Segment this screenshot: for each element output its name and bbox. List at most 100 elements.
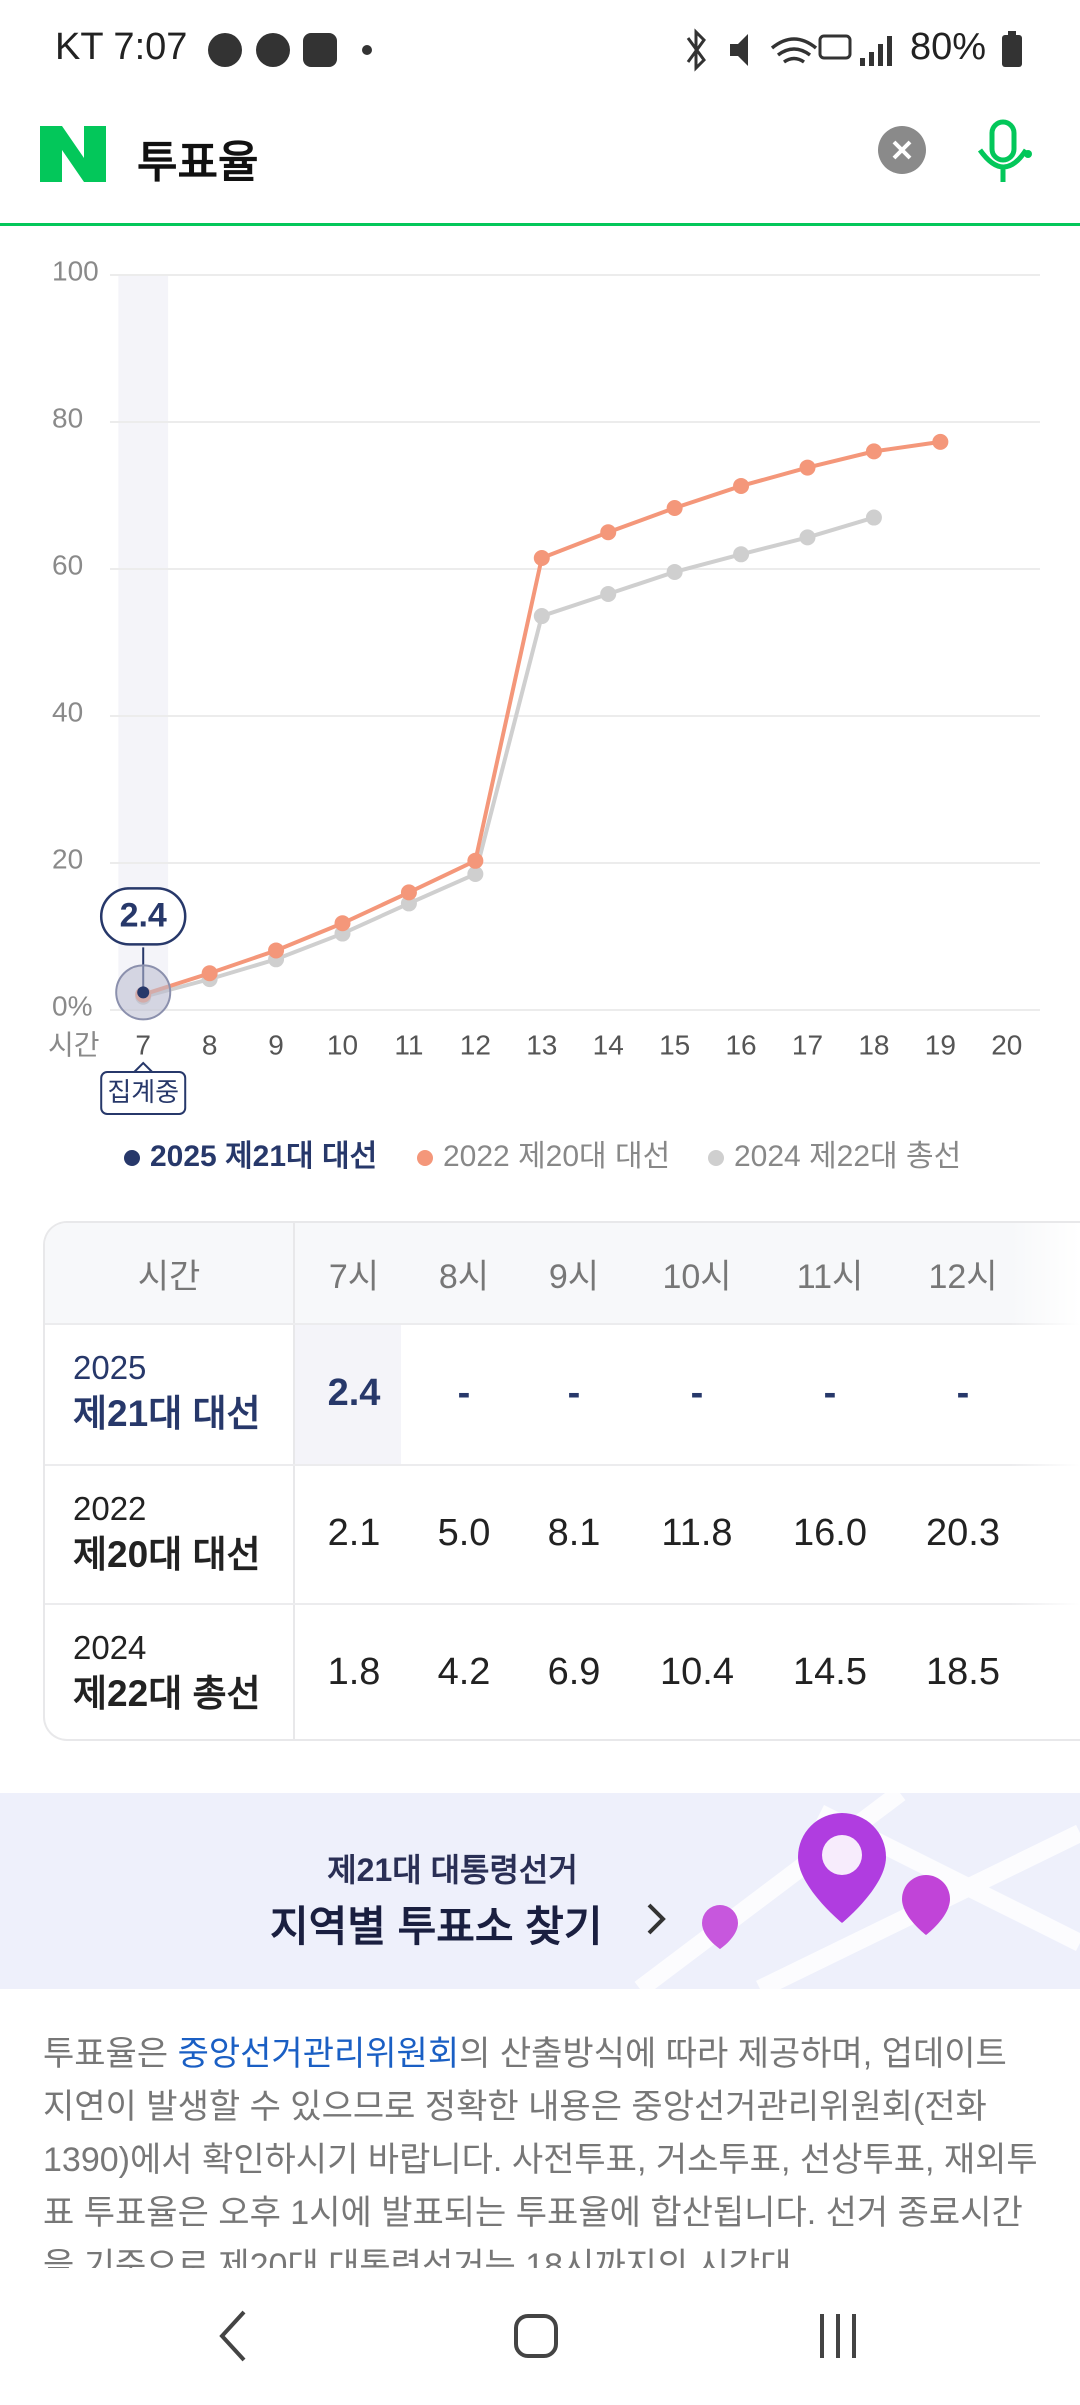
data-point [400,895,417,912]
row-year: 2024 [73,1629,147,1666]
nav-icons [219,2310,856,2362]
table-cell: - [690,1372,704,1414]
callout-box [99,887,187,946]
nav-home[interactable] [514,2314,558,2358]
x-tick-label: 11 [394,1029,423,1060]
data-point [467,852,484,869]
series-line [142,515,875,999]
x-tick-label: 9 [268,1029,284,1060]
legend-marker [417,1150,433,1166]
header-divider [0,223,1080,226]
row-year: 2025 [73,1349,147,1386]
table-cell: 14.5 [793,1651,867,1693]
row-name: 제20대 대선 [73,1534,261,1575]
table-cell: - [457,1372,471,1414]
banner[interactable]: 제21대 대통령선거 지역별 투표소 찾기 [0,1793,1080,1989]
legend-label: 2022 제20대 대선 [443,1140,670,1173]
table-cell: 5.0 [437,1512,491,1554]
data-point [932,433,949,450]
row-name: 제21대 대선 [73,1393,261,1434]
header-cell: 8시 [438,1257,490,1296]
header-cell: 11시 [796,1257,864,1296]
row-divider [45,1323,1080,1325]
x-tick-label: 12 [460,1029,491,1060]
x-tick-label: 18 [858,1029,889,1060]
x-tick-label: 8 [202,1029,218,1060]
nav-back[interactable] [219,2310,246,2362]
nav-bar [0,2268,1080,2400]
banner-title: 지역별 투표소 찾기 [270,1903,603,1950]
current-column-bg [295,1325,401,1465]
header-cell: 7시 [328,1257,380,1296]
data-point [799,459,816,476]
y-tick-label: 100 [52,255,99,286]
data-point [600,524,617,541]
battery-level: 80% [910,26,987,68]
battery-icon [1002,31,1022,67]
notice-text: 의 산출방식에 따라 제공하며, 업데이트 지연이 발생할 수 있으므로 정확한… [43,2035,1038,2268]
data-point [733,477,750,494]
table-cell: 11.8 [661,1512,733,1554]
y-tick-label: 20 [52,843,83,874]
x-tick-label: 13 [526,1029,557,1060]
y-tick-label: 60 [52,549,83,580]
data-point [666,499,683,516]
table-cell: 6.9 [547,1651,601,1693]
series-line [142,439,941,997]
x-tick-label: 7 [135,1029,151,1060]
table-cell: - [956,1372,970,1414]
x-tick-label: 16 [725,1029,756,1060]
notice-link[interactable]: 중앙선거관리위원회 [177,2035,460,2073]
table-cell: 2.4 [327,1372,381,1414]
data-point [533,608,550,625]
x-tick-label: 19 [925,1029,956,1060]
table-cell: - [567,1372,581,1414]
header-cell: 시간 [137,1257,201,1296]
banner-subtitle: 제21대 대통령선거 [327,1852,578,1888]
status-icons [208,33,372,67]
table-cell: 4.2 [437,1651,491,1693]
data-point [865,509,882,526]
nav-recent[interactable] [820,2314,856,2358]
row-divider [45,1603,1080,1605]
annotation-box [100,1071,187,1115]
data-point [533,549,550,566]
data-point [137,986,150,999]
status-time: KT 7:07 [55,26,188,68]
clear-button[interactable] [876,124,928,176]
naver-logo[interactable] [40,126,108,182]
table-fade [1010,1223,1080,1739]
y-tick-label: 0% [52,990,92,1021]
banner-art [634,1793,1080,1989]
voice-search[interactable] [972,118,1036,190]
table-cell: 18.5 [926,1651,1000,1693]
y-tick-label: 80 [52,402,83,433]
y-tick-label: 40 [52,696,83,727]
notice: 투표율은 중앙선거관리위원회의 산출방식에 따라 제공하며, 업데이트 지연이 … [43,2028,1043,2268]
data-point [400,884,417,901]
data-point [799,529,816,546]
data-point [865,443,882,460]
row-divider [45,1464,1080,1466]
data-point [600,585,617,602]
annotation-pointer [132,1061,154,1074]
x-tick-label: 14 [593,1029,624,1060]
legend-label: 2025 제21대 대선 [150,1140,377,1173]
table-cell: 1.8 [327,1651,381,1693]
table-cell: 2.1 [327,1512,381,1554]
system-icons [686,28,892,72]
table-cell: 10.4 [660,1651,734,1693]
table-divider [293,1223,295,1739]
notice-text: 투표율은 [43,2035,178,2073]
x-tick-label: 10 [327,1029,358,1060]
annotation: 집계중 [107,1077,179,1107]
data-point [733,546,750,563]
data-point [467,866,484,883]
x-axis-label: 시간 [48,1029,100,1060]
table-cell: 8.1 [547,1512,601,1554]
data-point [268,942,285,959]
search-query[interactable]: 투표율 [137,138,259,187]
table-cell: - [823,1372,837,1414]
legend-label: 2024 제22대 총선 [734,1140,961,1173]
